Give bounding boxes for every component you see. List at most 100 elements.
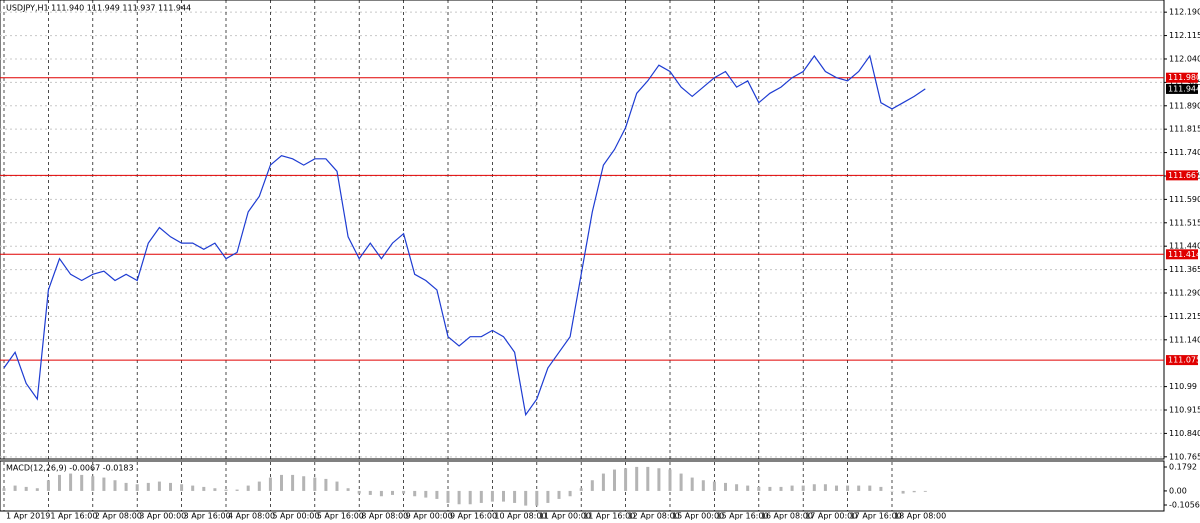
macd-bar	[524, 490, 528, 506]
y-tick-label: 111.815	[1169, 125, 1200, 134]
macd-bar	[80, 474, 84, 491]
macd-bar	[879, 486, 883, 491]
macd-bar	[202, 486, 206, 491]
y-tick-label: 112.115	[1169, 31, 1200, 40]
macd-bar	[857, 485, 861, 491]
y-tick-label: 111.590	[1169, 195, 1200, 204]
macd-bar	[402, 490, 406, 494]
macd-bar	[24, 486, 28, 491]
macd-bar	[846, 485, 850, 491]
y-tick-label: 111.515	[1169, 218, 1200, 227]
x-tick-label: 5 Apr 00:00	[272, 512, 319, 521]
macd-bar	[2, 488, 6, 491]
macd-bar	[668, 469, 672, 491]
macd-bar	[657, 468, 661, 491]
macd-bar	[224, 489, 228, 491]
macd-bar	[180, 484, 184, 491]
macd-bar	[513, 490, 517, 503]
x-tick-label: 11 Apr 16:00	[583, 512, 635, 521]
macd-bar	[357, 490, 361, 494]
macd-bar	[391, 490, 394, 495]
level-label-box	[1166, 249, 1198, 260]
x-tick-label: 8 Apr 08:00	[361, 512, 408, 521]
macd-bar	[124, 482, 128, 491]
macd-bar	[768, 486, 772, 491]
macd-bar	[701, 480, 705, 491]
macd-bar	[35, 488, 39, 491]
x-tick-label: 5 Apr 16:00	[317, 512, 364, 521]
x-tick-label: 3 Apr 16:00	[184, 512, 231, 521]
macd-bar	[235, 489, 239, 491]
macd-bar	[446, 490, 450, 503]
y-tick-label: 111.440	[1169, 242, 1200, 251]
level-label: 111.075	[1168, 356, 1200, 365]
macd-bar	[246, 485, 250, 491]
y-tick-label: 111.140	[1169, 335, 1200, 344]
level-label: 111.667	[1168, 171, 1200, 180]
x-tick-label: 11 Apr 00:00	[539, 512, 591, 521]
x-tick-label: 10 Apr 08:00	[494, 512, 546, 521]
y-tick-label: 111.890	[1169, 101, 1200, 110]
macd-bar	[624, 468, 628, 491]
macd-pane	[0, 460, 1165, 512]
x-tick-label: 3 Apr 00:00	[139, 512, 186, 521]
macd-bar	[268, 477, 272, 491]
macd-bar	[191, 485, 195, 491]
y-tick-label: -0.1056	[1169, 501, 1200, 510]
x-tick-label: 16 Apr 08:00	[761, 512, 813, 521]
macd-title: MACD(12,26,9) -0.0067 -0.0183	[6, 464, 134, 473]
macd-bar	[613, 469, 616, 491]
x-tick-label: 9 Apr 00:00	[406, 512, 453, 521]
macd-bar	[91, 476, 95, 491]
macd-bar	[712, 481, 716, 491]
y-tick-label: 112.190	[1169, 8, 1200, 17]
macd-bar	[368, 490, 372, 495]
y-tick-label: 111.365	[1169, 265, 1200, 274]
y-tick-label: 0.00	[1169, 486, 1187, 495]
macd-bar	[379, 490, 383, 497]
macd-bar	[835, 485, 838, 491]
macd-bar	[568, 490, 572, 497]
x-tick-label: 17 Apr 16:00	[850, 512, 902, 521]
x-tick-label: 2 Apr 08:00	[95, 512, 142, 521]
macd-bar	[823, 484, 827, 491]
macd-bar	[790, 485, 794, 491]
x-tick-label: 15 Apr 16:00	[716, 512, 768, 521]
macd-bar	[280, 474, 283, 491]
macd-bar	[757, 486, 761, 491]
y-tick-label: 0.1792	[1169, 463, 1197, 472]
y-tick-label: 110.915	[1169, 406, 1200, 415]
macd-bar	[679, 473, 683, 491]
x-tick-label: 4 Apr 08:00	[228, 512, 275, 521]
macd-bar	[324, 478, 328, 491]
macd-bar	[424, 490, 428, 498]
macd-bar	[868, 485, 872, 491]
macd-bar	[812, 484, 816, 491]
macd-bar	[590, 480, 594, 491]
macd-bar	[69, 473, 73, 491]
macd-bar	[457, 490, 461, 505]
x-tick-label: 18 Apr 08:00	[894, 512, 946, 521]
macd-bar	[735, 484, 739, 491]
macd-bar	[601, 473, 605, 491]
macd-bar	[801, 485, 805, 491]
macd-bar	[890, 490, 894, 492]
macd-bar	[113, 480, 117, 491]
macd-bar	[724, 482, 727, 491]
macd-bar	[435, 490, 439, 499]
macd-bar	[746, 485, 750, 491]
y-tick-label: 110.840	[1169, 429, 1200, 438]
macd-bar	[901, 490, 905, 494]
macd-bar	[468, 490, 472, 505]
price-label: 111.944	[1168, 84, 1200, 93]
macd-bar	[302, 476, 306, 491]
macd-bar	[635, 466, 639, 491]
macd-bar	[335, 481, 339, 491]
macd-bar	[58, 474, 61, 491]
main-pane	[0, 0, 1165, 460]
level-label-box	[1166, 72, 1198, 83]
y-tick-label: 110.765	[1169, 452, 1200, 461]
x-tick-label: 1 Apr 2019	[6, 512, 50, 521]
macd-bar	[257, 481, 261, 491]
